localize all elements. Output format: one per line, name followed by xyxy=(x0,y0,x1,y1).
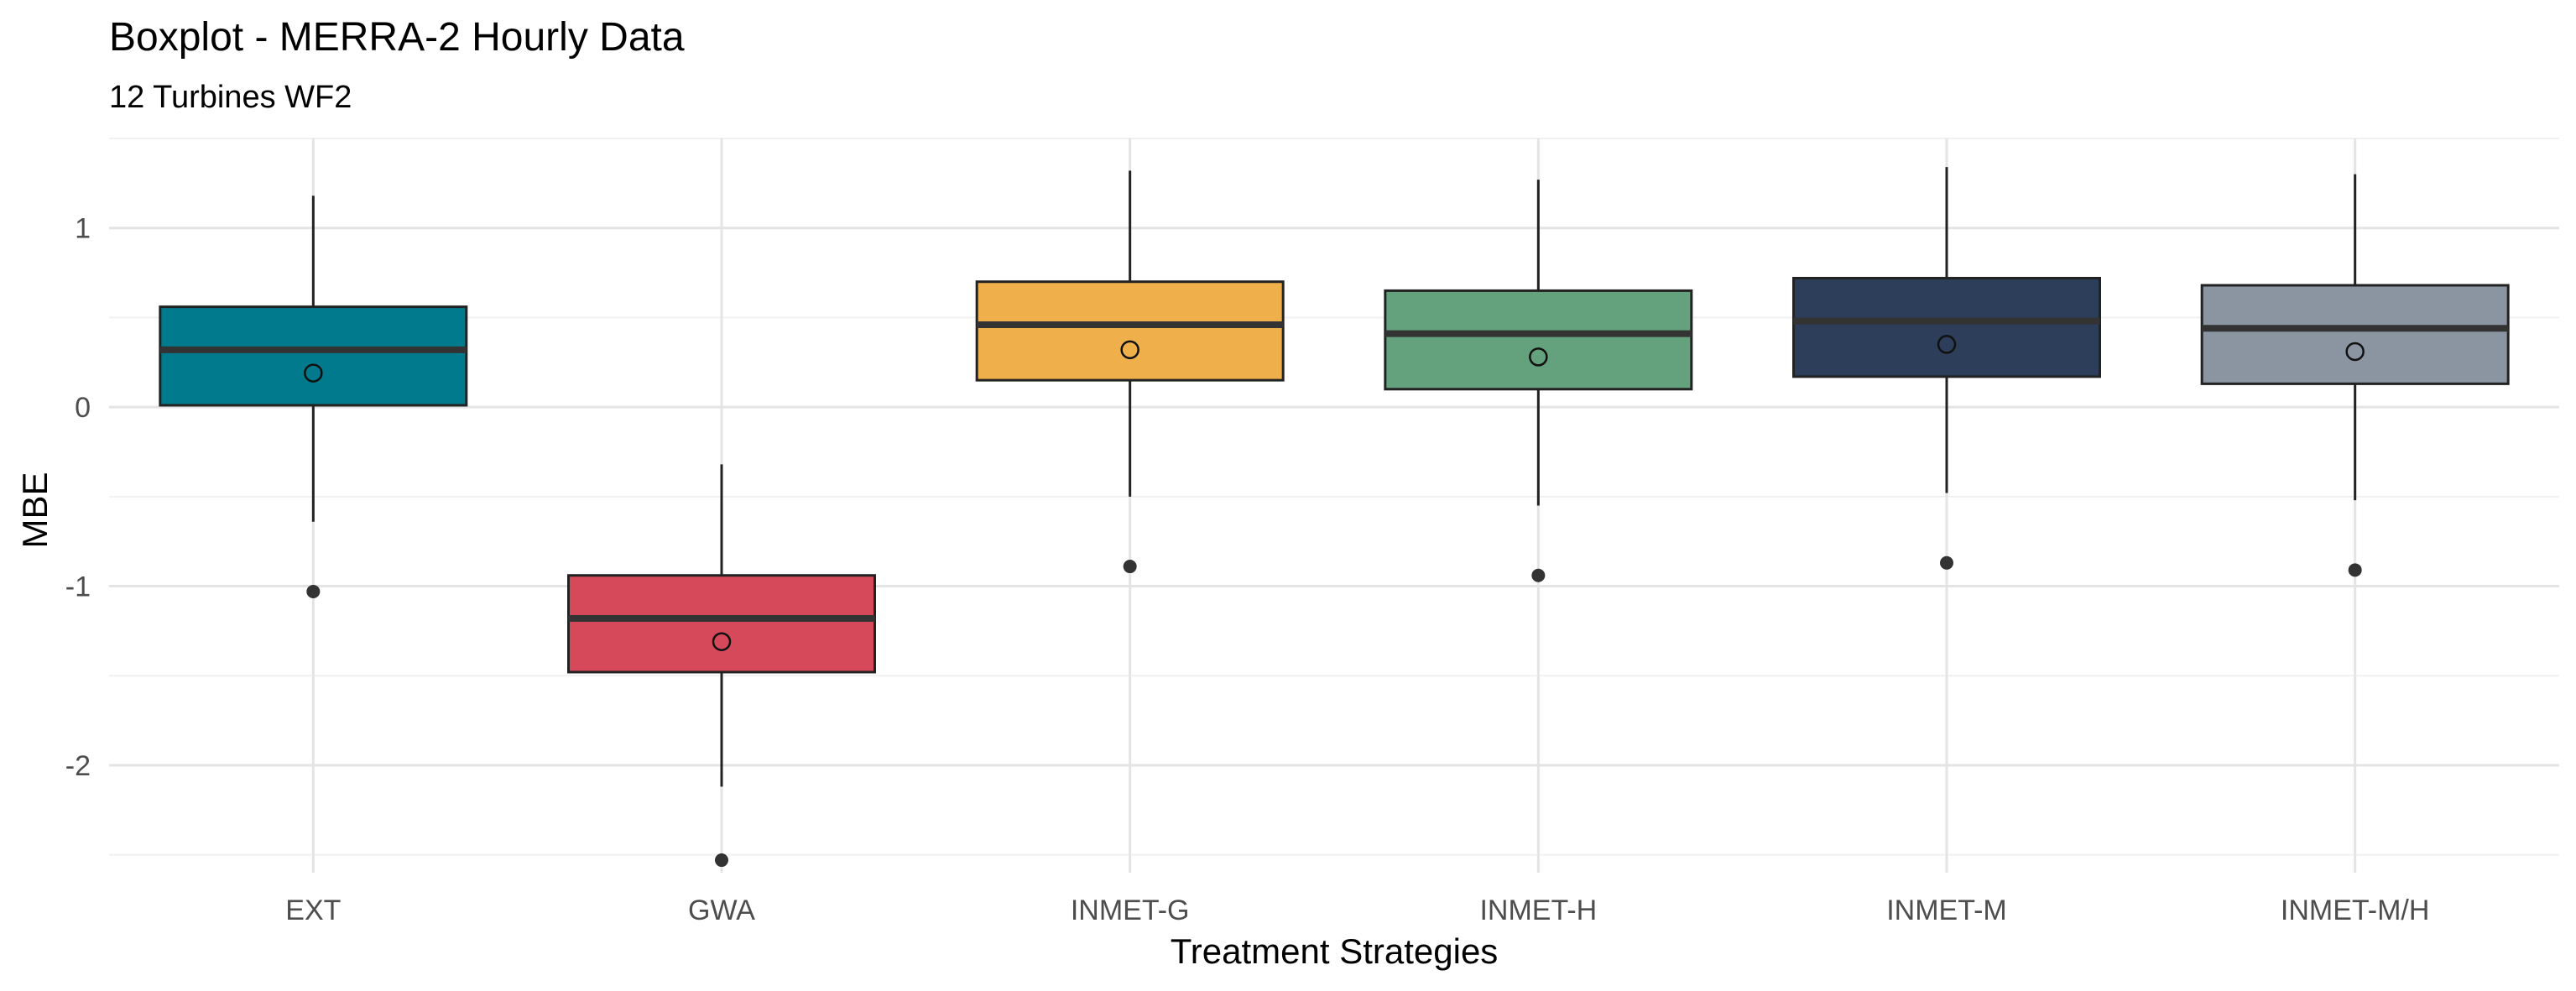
mean-marker xyxy=(1120,340,1139,360)
box-group xyxy=(567,464,876,868)
x-tick-label: INMET-M/H xyxy=(2281,895,2430,926)
chart-subtitle: 12 Turbines WF2 xyxy=(109,80,352,115)
x-tick-label: GWA xyxy=(688,895,755,926)
box-group xyxy=(975,170,1285,574)
chart-title: Boxplot - MERRA-2 Hourly Data xyxy=(109,15,685,60)
mean-marker xyxy=(304,363,323,383)
y-axis-ticks: 1 0 -1 -2 xyxy=(65,213,91,782)
boxes-layer xyxy=(159,167,2510,868)
x-axis-ticks: EXT GWA INMET-G INMET-H INMET-M INMET-M/H xyxy=(285,895,2429,926)
mean-marker xyxy=(2345,342,2365,362)
outlier-point xyxy=(306,584,321,598)
x-tick-label: INMET-M xyxy=(1886,895,2007,926)
x-axis-title: Treatment Strategies xyxy=(1171,931,1499,971)
box-iqr xyxy=(2200,284,2510,385)
outlier-point xyxy=(1531,568,1546,582)
outlier-point xyxy=(715,853,728,868)
box-group xyxy=(2200,174,2510,577)
outlier-point xyxy=(1123,560,1137,574)
box-iqr xyxy=(1792,276,2101,378)
box-group xyxy=(1792,167,2101,570)
box-iqr xyxy=(1384,289,1693,391)
y-axis-title: MBE xyxy=(15,472,55,548)
box-iqr xyxy=(975,280,1285,382)
box-group xyxy=(1384,180,1693,582)
mean-marker xyxy=(1937,335,1957,354)
mean-marker xyxy=(1529,347,1548,367)
y-tick-label: -1 xyxy=(65,571,91,603)
mean-marker xyxy=(712,632,732,651)
outlier-point xyxy=(2348,563,2362,577)
x-tick-label: INMET-H xyxy=(1479,895,1597,926)
grid-layer xyxy=(109,138,2559,873)
box-iqr xyxy=(159,305,468,407)
outlier-point xyxy=(1940,555,1953,570)
y-tick-label: -2 xyxy=(65,750,91,782)
y-tick-label: 0 xyxy=(75,392,91,424)
x-tick-label: EXT xyxy=(285,895,341,926)
x-tick-label: INMET-G xyxy=(1071,895,1190,926)
box-iqr xyxy=(567,574,876,674)
box-group xyxy=(159,196,468,598)
y-tick-label: 1 xyxy=(75,213,91,245)
